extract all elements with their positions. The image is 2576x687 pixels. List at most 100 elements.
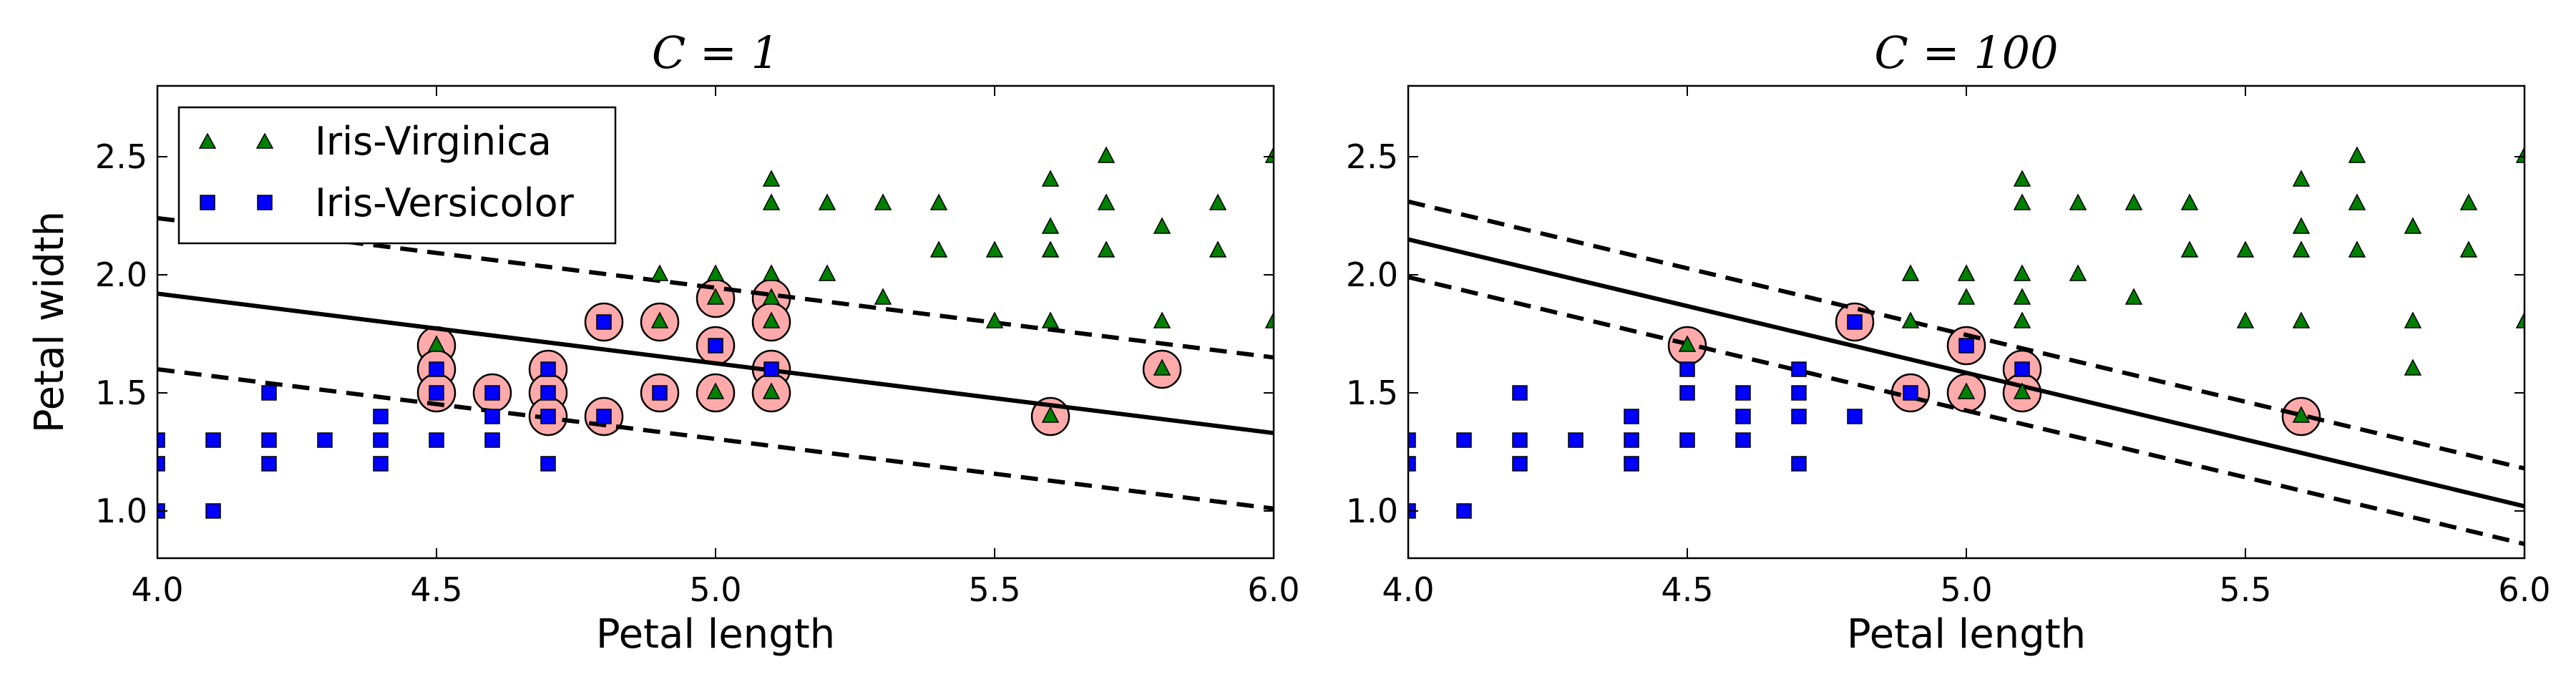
x-tick-label: 5.5 xyxy=(2219,570,2271,609)
virginica-point xyxy=(2459,240,2478,258)
versicolor-point xyxy=(1791,456,1807,472)
virginica-point xyxy=(2069,264,2087,281)
virginica-point xyxy=(762,311,781,328)
x-axis-label: Petal length xyxy=(596,611,835,658)
virginica-point xyxy=(874,288,892,305)
versicolor-point xyxy=(1791,361,1807,377)
chart-title: C = 100 xyxy=(1874,26,2058,79)
y-tick-label: 1.0 xyxy=(1346,492,1398,530)
virginica-point xyxy=(762,193,781,210)
virginica-point xyxy=(2348,240,2366,258)
versicolor-point xyxy=(373,456,389,472)
virginica-point xyxy=(2013,382,2031,399)
virginica-point xyxy=(1264,146,1274,163)
y-tick-label: 2.5 xyxy=(1346,137,1398,176)
virginica-point xyxy=(2292,240,2311,258)
y-tick-label: 1.0 xyxy=(95,492,147,530)
versicolor-point xyxy=(1408,432,1416,448)
virginica-point xyxy=(2180,193,2199,210)
versicolor-point xyxy=(484,409,500,424)
versicolor-point xyxy=(484,432,500,448)
versicolor-point xyxy=(1624,456,1639,472)
versicolor-point xyxy=(261,432,277,448)
versicolor-point xyxy=(484,385,500,401)
chart-title: C = 1 xyxy=(652,26,779,79)
versicolor-point xyxy=(157,432,165,448)
virginica-point xyxy=(2348,146,2366,163)
legend-label-virginica: Iris-Virginica xyxy=(315,119,552,164)
versicolor-point xyxy=(261,456,277,472)
virginica-point xyxy=(1097,146,1116,163)
virginica-point xyxy=(2292,311,2311,328)
x-tick-label: 4.5 xyxy=(1661,570,1713,609)
versicolor-point xyxy=(1456,432,1472,448)
virginica-point xyxy=(762,170,781,187)
virginica-point xyxy=(2124,288,2143,305)
virginica-point xyxy=(762,264,781,281)
virginica-point xyxy=(2013,311,2031,328)
versicolor-point xyxy=(540,456,556,472)
virginica-point xyxy=(1678,335,1697,352)
legend-triangle-marker xyxy=(255,132,274,149)
virginica-point xyxy=(2013,193,2031,210)
x-tick-label: 5.5 xyxy=(968,570,1020,609)
versicolor-point xyxy=(1624,409,1639,424)
virginica-point xyxy=(985,240,1004,258)
virginica-point xyxy=(2124,193,2143,210)
virginica-point xyxy=(1153,359,1171,376)
plot-area xyxy=(1408,146,2524,547)
versicolor-point xyxy=(1847,409,1863,424)
y-tick-label: 1.5 xyxy=(95,374,147,412)
versicolor-point xyxy=(1408,456,1416,472)
y-axis-label: Petal width xyxy=(26,211,73,433)
margin-line xyxy=(1408,199,2524,471)
legend-square-marker xyxy=(200,195,215,210)
versicolor-point xyxy=(317,432,333,448)
virginica-point xyxy=(1957,288,1976,305)
virginica-point xyxy=(2348,193,2366,210)
versicolor-point xyxy=(1512,385,1528,401)
virginica-point xyxy=(1041,406,1060,423)
versicolor-point xyxy=(540,385,556,401)
versicolor-point xyxy=(540,361,556,377)
virginica-point xyxy=(706,382,725,399)
versicolor-point xyxy=(1568,432,1584,448)
versicolor-point xyxy=(708,338,723,354)
virginica-point xyxy=(2013,170,2031,187)
virginica-point xyxy=(1209,240,1227,258)
x-tick-label: 4.5 xyxy=(410,570,462,609)
decision-boundary-line xyxy=(1408,237,2524,509)
virginica-point xyxy=(818,264,836,281)
y-tick-label: 2.0 xyxy=(95,255,147,294)
versicolor-point xyxy=(763,361,779,377)
versicolor-point xyxy=(652,385,668,401)
virginica-point xyxy=(2292,406,2311,423)
virginica-point xyxy=(2404,217,2422,234)
virginica-point xyxy=(1041,240,1060,258)
virginica-point xyxy=(2515,146,2524,163)
versicolor-point xyxy=(1456,503,1472,519)
virginica-point xyxy=(2180,240,2199,258)
virginica-point xyxy=(2013,288,2031,305)
chart-c100: C = 100 4.0 4.5 5.0 5.5 6.0 1.0 1.5 2.0 2.5 Peta… xyxy=(1346,26,2551,658)
virginica-point xyxy=(1264,311,1274,328)
plot-area xyxy=(157,146,1274,519)
versicolor-point xyxy=(1958,338,1974,354)
virginica-point xyxy=(2236,240,2255,258)
versicolor-point xyxy=(540,409,556,424)
y-tick-label: 2.5 xyxy=(95,137,147,176)
virginica-point xyxy=(1957,264,1976,281)
versicolor-point xyxy=(1512,432,1528,448)
x-tick-label: 6.0 xyxy=(2498,570,2550,609)
versicolor-point xyxy=(1624,432,1639,448)
margin-line xyxy=(1408,275,2524,547)
virginica-point xyxy=(930,193,948,210)
virginica-point xyxy=(2404,359,2422,376)
virginica-point xyxy=(1097,240,1116,258)
virginica-point xyxy=(427,335,446,352)
versicolor-point xyxy=(1847,314,1863,330)
virginica-point xyxy=(874,193,892,210)
virginica-point xyxy=(2292,170,2311,187)
y-tick-label: 1.5 xyxy=(1346,374,1398,412)
